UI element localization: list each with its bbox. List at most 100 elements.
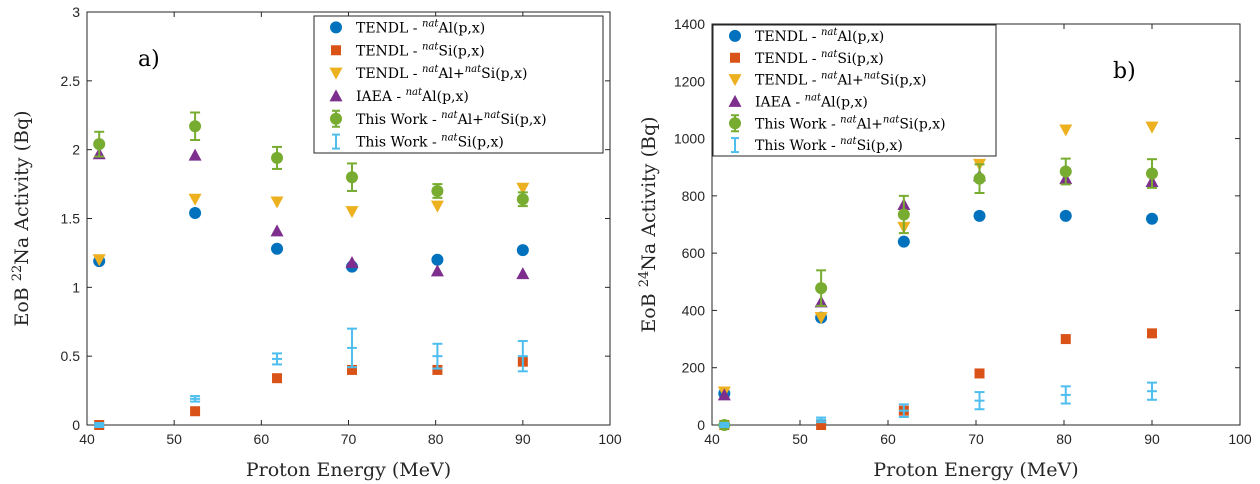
data-point: [516, 182, 530, 195]
legend-box: [712, 24, 997, 157]
legend: TENDL - natAl(p,x) TENDL - natSi(p,x) TEND…: [712, 24, 997, 157]
data-point: [431, 253, 444, 266]
data-point: [814, 312, 828, 325]
data-point: [431, 184, 444, 197]
x-tick-label: 50: [166, 431, 182, 447]
series-tendl_alsi: [92, 182, 530, 267]
legend-item-this_alsi: This Work - natAl+natSi(p,x): [330, 109, 547, 128]
legend-marker: [330, 112, 342, 125]
data-point: [345, 171, 358, 184]
x-tick-label: 40: [79, 431, 95, 447]
series-tendl_alsi: [717, 121, 1159, 399]
series-this_alsi: [93, 111, 529, 208]
x-tick-label: 100: [598, 431, 622, 447]
x-axis-label: Proton Energy (MeV): [873, 459, 1078, 481]
legend-marker: [729, 117, 741, 130]
data-point: [1145, 121, 1159, 134]
data-point: [815, 282, 828, 295]
data-point: [188, 148, 202, 161]
x-axis-label: Proton Energy (MeV): [246, 459, 451, 481]
data-point: [1060, 334, 1071, 345]
legend-label: TENDL - natAl(p,x): [356, 18, 485, 36]
series-this_si: [719, 381, 1157, 428]
legend-item-iaea_al: IAEA - natAl(p,x): [329, 87, 469, 105]
legend-marker: [728, 94, 742, 107]
data-point: [345, 256, 359, 269]
data-point: [189, 120, 202, 133]
legend-marker: [731, 137, 739, 154]
legend-marker: [730, 52, 740, 63]
data-point: [816, 420, 827, 430]
y-tick-label: 400: [682, 302, 706, 318]
legend-item-tendl_si: TENDL - natSi(p,x): [730, 49, 884, 67]
legend-item-this_si: This Work - natSi(p,x): [731, 136, 903, 154]
legend-box: [313, 15, 604, 154]
legend-item-iaea_al: IAEA - natAl(p,x): [728, 92, 868, 110]
legend-label: TENDL - natAl+natSi(p,x): [356, 64, 527, 82]
series-iaea_al: [717, 169, 1159, 401]
legend-item-tendl_al: TENDL - natAl(p,x): [330, 18, 485, 36]
data-point: [189, 206, 202, 219]
legend-label: This Work - natSi(p,x): [755, 136, 903, 154]
legend-marker: [330, 21, 342, 34]
data-point: [270, 224, 284, 237]
legend-marker: [329, 67, 343, 80]
data-point: [717, 388, 731, 401]
series-tendl_si: [94, 356, 528, 430]
legend-item-tendl_alsi: TENDL - natAl+natSi(p,x): [329, 64, 527, 82]
data-point: [272, 373, 283, 384]
legend-item-tendl_al: TENDL - natAl(p,x): [729, 27, 884, 45]
x-tick-label: 90: [515, 431, 531, 447]
y-tick-label: 1000: [674, 131, 705, 147]
legend-label: This Work - natAl+natSi(p,x): [356, 110, 547, 128]
data-point: [430, 200, 444, 213]
legend-marker: [729, 29, 741, 42]
x-tick-label: 60: [254, 431, 270, 447]
legend-item-this_si: This Work - natSi(p,x): [332, 133, 504, 151]
legend: TENDL - natAl(p,x) TENDL - natSi(p,x) TEND…: [313, 15, 604, 154]
y-tick-label: 2.5: [61, 73, 81, 89]
legend-label: TENDL - natSi(p,x): [356, 41, 485, 59]
x-tick-label: 60: [880, 431, 896, 447]
y-tick-label: 1200: [674, 73, 705, 89]
series-this_si: [94, 327, 528, 428]
series-tendl_si: [719, 328, 1157, 430]
y-tick-label: 1.5: [61, 211, 81, 227]
series-tendl_al: [93, 206, 529, 273]
x-tick-label: 80: [428, 431, 444, 447]
data-point: [271, 151, 284, 164]
x-tick-label: 40: [704, 431, 720, 447]
x-tick-label: 80: [1056, 431, 1072, 447]
chart-panel-1: 40 50 60 70 80 90 100 0 0.5 1 1.5 2 2.5 3 Proton Energ…: [10, 4, 622, 481]
data-point: [430, 264, 444, 277]
data-point: [1146, 212, 1158, 225]
legend-marker: [332, 133, 340, 150]
chart-panel-2: 40 50 60 70 80 90 1000200400600800100012001400…: [637, 16, 1252, 481]
y-axis-label: EoB 24Na Activity (Bq): [637, 116, 660, 332]
y-tick-label: 200: [682, 360, 706, 376]
legend-item-this_alsi: This Work - natAl+natSi(p,x): [729, 114, 946, 133]
legend-label: IAEA - natAl(p,x): [755, 92, 868, 110]
legend-label: IAEA - natAl(p,x): [356, 87, 469, 105]
data-point: [188, 193, 202, 206]
legend-marker: [329, 89, 343, 102]
legend-marker: [331, 45, 341, 56]
legend-label: TENDL - natSi(p,x): [755, 49, 884, 67]
data-point: [432, 364, 443, 375]
data-point: [974, 368, 985, 379]
y-tick-label: 0: [72, 417, 80, 433]
y-tick-label: 2: [72, 142, 80, 158]
x-tick-label: 70: [341, 431, 357, 447]
data-point: [973, 172, 986, 185]
data-point: [897, 208, 910, 221]
legend-item-tendl_alsi: TENDL - natAl+natSi(p,x): [728, 71, 926, 89]
panel-tag: b): [1113, 59, 1136, 84]
y-tick-label: 800: [682, 188, 706, 204]
panel-tag: a): [138, 47, 160, 72]
series-tendl_al: [718, 209, 1158, 400]
data-point: [516, 267, 530, 280]
legend-item-tendl_si: TENDL - natSi(p,x): [331, 41, 485, 59]
data-point: [271, 242, 284, 255]
y-tick-label: 0.5: [61, 348, 81, 364]
